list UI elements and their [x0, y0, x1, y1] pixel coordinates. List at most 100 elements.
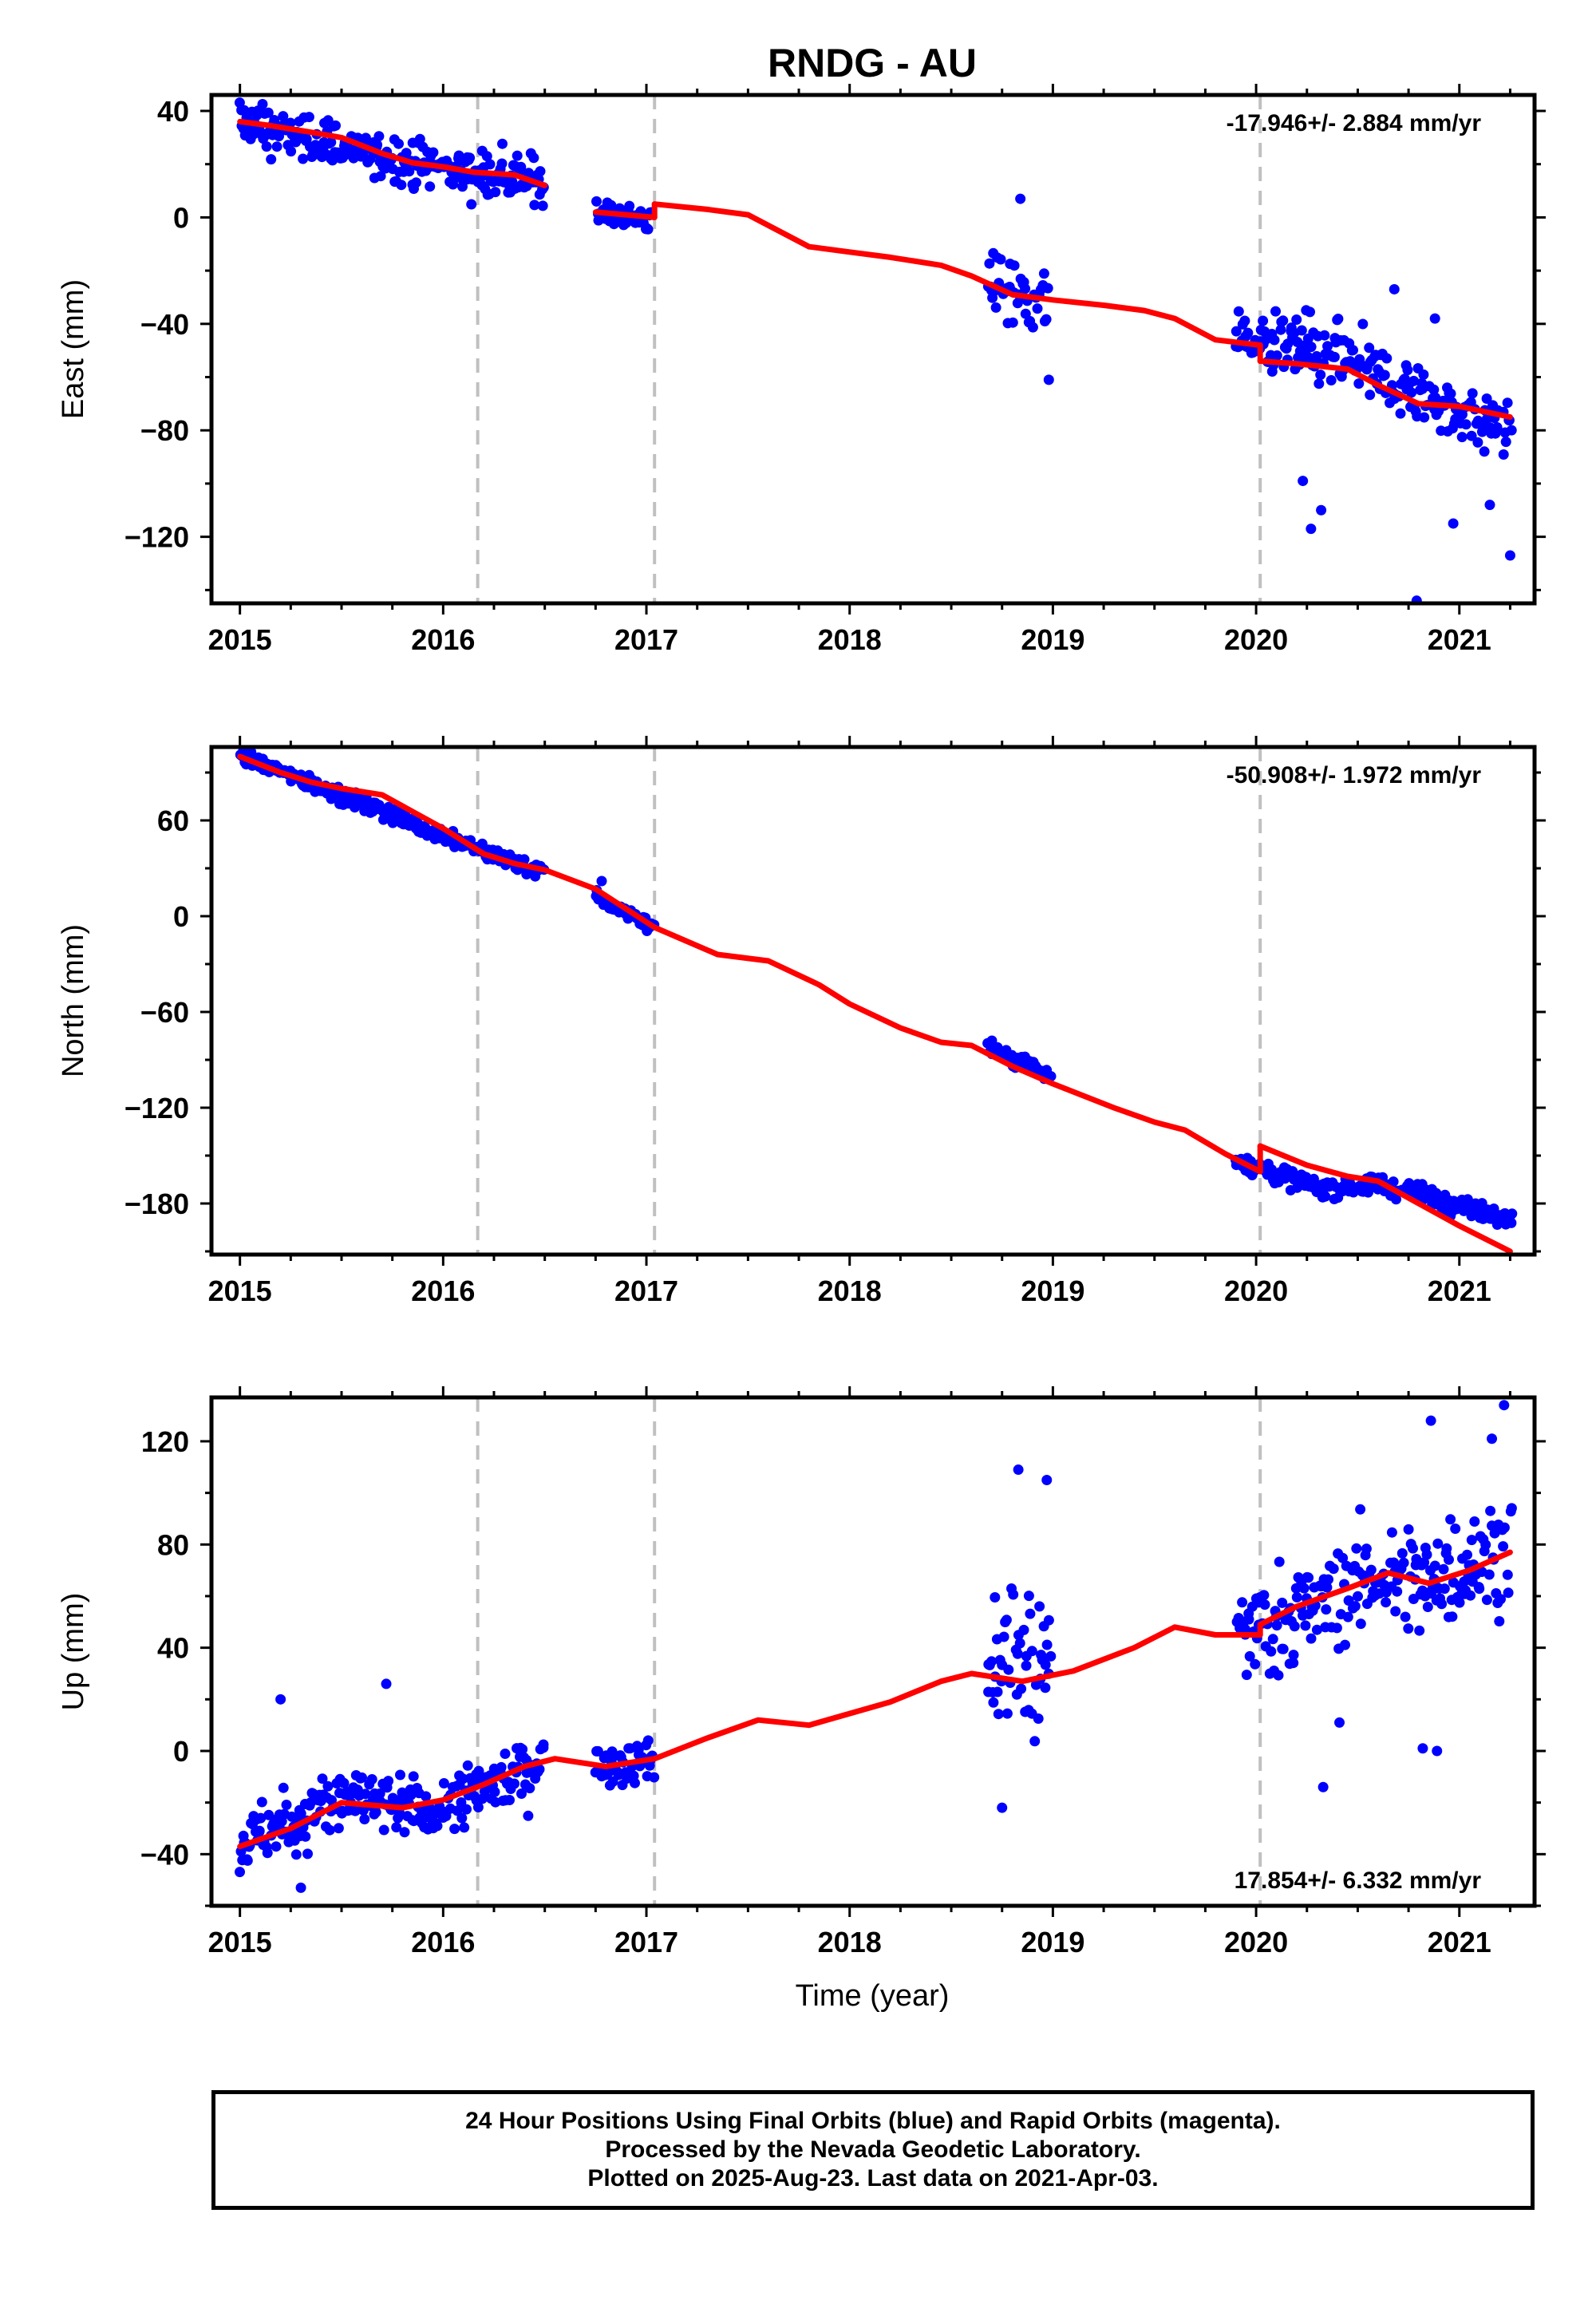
- data-point: [393, 138, 404, 149]
- data-point: [326, 1795, 337, 1806]
- data-point: [1041, 314, 1052, 325]
- data-point: [317, 1773, 328, 1784]
- data-point: [324, 1824, 335, 1836]
- data-point: [372, 140, 383, 150]
- data-point: [528, 152, 539, 164]
- data-point: [1319, 330, 1330, 341]
- data-point: [642, 223, 654, 235]
- data-point: [1506, 1217, 1517, 1228]
- data-point: [263, 107, 274, 118]
- data-point: [326, 136, 337, 148]
- data-point: [1474, 1583, 1485, 1595]
- x-tick-label: 2019: [1021, 1926, 1084, 1958]
- data-point: [512, 150, 523, 161]
- data-point: [1018, 1624, 1029, 1635]
- data-point: [1266, 1646, 1277, 1657]
- data-point: [1500, 437, 1511, 448]
- data-point: [484, 159, 496, 170]
- chart-title: RNDG - AU: [768, 41, 977, 85]
- data-point: [1043, 1614, 1054, 1626]
- data-point: [383, 1776, 394, 1787]
- data-point: [461, 1804, 472, 1815]
- data-point: [649, 1772, 660, 1783]
- data-point: [242, 1855, 253, 1866]
- data-point: [496, 1761, 507, 1773]
- velocity-label: 17.854+/- 6.332 mm/yr: [1235, 1867, 1482, 1894]
- x-tick-label: 2020: [1224, 1275, 1288, 1307]
- data-point: [489, 1786, 500, 1797]
- data-point: [1395, 408, 1406, 419]
- data-point: [381, 1678, 392, 1690]
- velocity-label: -17.946+/- 2.884 mm/yr: [1227, 110, 1482, 136]
- data-point: [1016, 1683, 1027, 1694]
- data-point: [1432, 1538, 1444, 1549]
- data-point: [254, 1825, 265, 1836]
- data-point: [602, 1767, 614, 1778]
- data-point: [303, 112, 314, 123]
- data-point: [373, 131, 385, 142]
- y-axis-label: East (mm): [57, 279, 90, 419]
- data-point: [1381, 1597, 1392, 1608]
- data-point: [375, 171, 386, 182]
- data-point: [1445, 388, 1456, 399]
- data-point: [1494, 1616, 1505, 1626]
- data-point: [1267, 1634, 1278, 1645]
- data-point: [322, 1780, 334, 1792]
- data-point: [404, 166, 415, 177]
- data-point: [1322, 341, 1333, 352]
- data-point: [1502, 397, 1513, 409]
- data-point: [517, 1744, 528, 1755]
- data-point: [1504, 550, 1515, 561]
- data-point: [984, 258, 995, 269]
- data-point: [1321, 1582, 1333, 1593]
- data-point: [1439, 1583, 1450, 1595]
- data-point: [1483, 1569, 1495, 1580]
- data-point: [1316, 504, 1327, 516]
- data-point: [519, 854, 530, 865]
- data-point: [256, 1796, 267, 1808]
- data-point: [1340, 1639, 1350, 1650]
- data-point: [1450, 1524, 1461, 1534]
- data-point: [285, 117, 296, 128]
- data-point: [591, 196, 602, 207]
- data-point: [1242, 327, 1254, 338]
- data-point: [537, 200, 548, 211]
- panel-up: 2015 2016 2017 2018 2019 2020 2021 120 80 40 0 −40 U…: [57, 1386, 1546, 1958]
- data-point: [1454, 1597, 1465, 1608]
- data-point: [1472, 437, 1483, 448]
- data-point: [592, 1745, 603, 1757]
- data-point: [524, 1783, 535, 1794]
- data-point: [366, 1774, 377, 1784]
- data-point: [1271, 1620, 1282, 1631]
- data-point: [500, 1749, 511, 1759]
- data-point: [1402, 365, 1413, 376]
- data-point: [1020, 283, 1031, 294]
- data-point: [278, 111, 289, 122]
- data-point: [255, 1812, 267, 1824]
- data-point: [1349, 1601, 1361, 1612]
- data-point: [1403, 1623, 1414, 1634]
- data-point: [504, 1795, 515, 1805]
- data-point: [1481, 1595, 1492, 1606]
- data-point: [330, 120, 341, 131]
- data-point: [496, 158, 508, 169]
- model-line-up: [237, 1549, 1513, 1850]
- data-point: [1480, 1539, 1491, 1551]
- data-point: [1026, 1646, 1037, 1657]
- footer-line-2: Processed by the Nevada Geodetic Laborat…: [605, 2136, 1141, 2163]
- data-point: [1438, 1563, 1449, 1575]
- data-point: [998, 1631, 1009, 1642]
- x-tick-label: 2015: [208, 1275, 272, 1307]
- data-point: [298, 153, 309, 164]
- data-point: [1275, 324, 1286, 335]
- data-point: [1467, 388, 1478, 399]
- data-point: [1278, 1643, 1289, 1654]
- x-tick-label: 2019: [1021, 623, 1084, 656]
- y-tick-label: 60: [157, 804, 189, 837]
- data-point: [1465, 1590, 1476, 1601]
- footer-line-1: 24 Hour Positions Using Final Orbits (bl…: [465, 2108, 1281, 2134]
- data-point: [1270, 306, 1281, 317]
- y-tick-label: −60: [140, 996, 189, 1029]
- data-point: [1444, 1554, 1454, 1565]
